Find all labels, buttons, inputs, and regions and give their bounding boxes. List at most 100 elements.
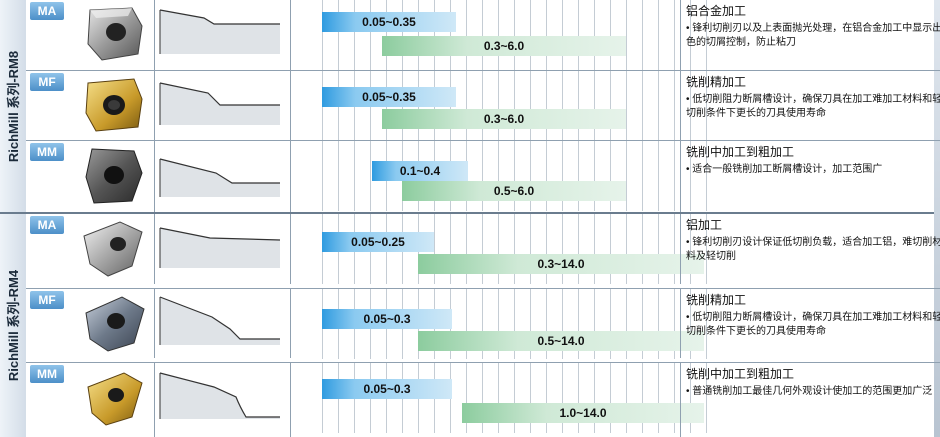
grid-line — [482, 214, 483, 284]
grid-line — [498, 71, 499, 141]
ap-range-bar: 0.05~0.3 — [322, 379, 452, 399]
grid-line — [466, 289, 467, 359]
series-band-rm8 — [0, 0, 26, 212]
series-label-rm4: RichMill 系列-RM4 — [6, 269, 22, 382]
edge-profile-diagram — [156, 293, 282, 345]
grid-line — [642, 363, 643, 433]
grid-line — [594, 363, 595, 433]
grid-line — [642, 214, 643, 284]
grid-line — [434, 214, 435, 284]
grade-badge: MA — [30, 216, 64, 234]
grid-line — [530, 289, 531, 359]
square-insert-dark-icon — [62, 143, 154, 205]
grid-line — [514, 363, 515, 433]
grid-line — [498, 0, 499, 70]
grid-line — [498, 214, 499, 284]
grid-line — [530, 0, 531, 70]
application-title: 铝加工 — [686, 218, 723, 232]
grid-line — [578, 214, 579, 284]
grid-line — [626, 71, 627, 141]
cutting-range-grid — [322, 0, 707, 70]
grid-line — [626, 289, 627, 359]
table-row: MA 0.05~0.35 0.3~6.0 铝合金加工 • 锋利切削刃以及上表面抛… — [26, 0, 940, 70]
grid-line — [546, 214, 547, 284]
ae-range-bar: 0.5~6.0 — [402, 181, 626, 201]
grid-line — [706, 0, 707, 70]
grid-line — [514, 0, 515, 70]
grid-line — [450, 214, 451, 284]
grid-line — [530, 363, 531, 433]
grid-line — [466, 214, 467, 284]
grid-line — [690, 0, 691, 70]
grid-line — [514, 289, 515, 359]
grid-line — [482, 141, 483, 211]
grade-badge: MM — [30, 143, 64, 161]
grade-badge: MA — [30, 2, 64, 20]
grid-line — [482, 363, 483, 433]
grid-line — [594, 141, 595, 211]
grid-line — [642, 71, 643, 141]
ae-range-bar: 1.0~14.0 — [462, 403, 704, 423]
grid-line — [338, 141, 339, 211]
ap-range-bar: 0.05~0.25 — [322, 232, 434, 252]
grid-line — [642, 0, 643, 70]
grid-line — [674, 363, 675, 433]
grid-line — [626, 214, 627, 284]
grid-line — [498, 289, 499, 359]
grid-line — [482, 0, 483, 70]
grid-line — [450, 0, 451, 70]
grid-line — [626, 0, 627, 70]
application-description: • 低切削阻力断屑槽设计，确保刀具在加工难加工材料和轻切削条件下更长的刀具使用寿… — [686, 94, 940, 119]
grid-line — [354, 141, 355, 211]
grid-line — [690, 363, 691, 433]
application-description: • 低切削阻力断屑槽设计，确保刀具在加工难加工材料和轻切削条件下更长的刀具使用寿… — [686, 312, 940, 337]
grid-line — [546, 71, 547, 141]
grid-line — [322, 141, 323, 211]
grid-line — [674, 289, 675, 359]
ae-range-bar: 0.3~14.0 — [418, 254, 704, 274]
grid-line — [674, 141, 675, 211]
edge-profile-diagram — [156, 75, 282, 127]
grid-line — [610, 363, 611, 433]
ae-range-bar: 0.3~6.0 — [382, 36, 626, 56]
grid-line — [610, 214, 611, 284]
grid-line — [370, 141, 371, 211]
application-description: • 普通铣削加工最佳几何外观设计使加工的范围更加广泛 — [686, 386, 933, 397]
ap-range-bar: 0.05~0.3 — [322, 309, 452, 329]
grid-line — [674, 71, 675, 141]
ae-range-bar: 0.5~14.0 — [418, 331, 704, 351]
grid-line — [482, 71, 483, 141]
grid-line — [322, 0, 323, 70]
grid-line — [578, 289, 579, 359]
grid-line — [386, 0, 387, 70]
grid-line — [610, 71, 611, 141]
grid-line — [578, 141, 579, 211]
grid-line — [418, 0, 419, 70]
grade-badge: MF — [30, 291, 64, 309]
grid-line — [690, 141, 691, 211]
grid-line — [354, 0, 355, 70]
application-description: • 锋利切削刃设计保证低切削负载，适合加工铝，难切削材料及轻切削 — [686, 237, 940, 262]
grid-line — [562, 71, 563, 141]
grid-line — [402, 0, 403, 70]
grid-line — [594, 71, 595, 141]
application-description: • 锋利切削刃以及上表面抛光处理，在铝合金加工中显示出色的切屑控制，防止粘刀 — [686, 23, 940, 48]
ae-range-bar: 0.3~6.0 — [382, 109, 626, 129]
grid-line — [674, 0, 675, 70]
grid-line — [466, 0, 467, 70]
grid-line — [498, 363, 499, 433]
grid-line — [594, 289, 595, 359]
grade-badge: MM — [30, 365, 64, 383]
series-label-rm8: RichMill 系列-RM8 — [6, 50, 22, 162]
grid-line — [434, 0, 435, 70]
grid-line — [546, 0, 547, 70]
grid-line — [530, 141, 531, 211]
grid-line — [706, 214, 707, 284]
ap-range-bar: 0.1~0.4 — [372, 161, 468, 181]
grid-line — [546, 363, 547, 433]
grade-badge: MF — [30, 73, 64, 91]
application-title: 铝合金加工 — [686, 4, 747, 18]
grid-line — [610, 0, 611, 70]
grid-line — [706, 141, 707, 211]
square-insert-gold-icon — [62, 73, 154, 135]
